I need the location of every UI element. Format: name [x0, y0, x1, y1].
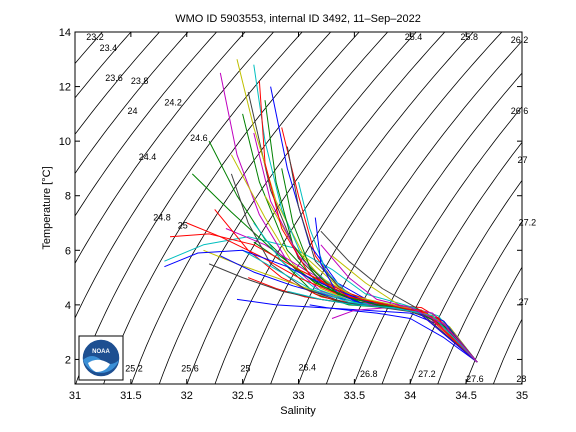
svg-text:NOAA: NOAA [92, 349, 110, 355]
density-label: 25.8 [461, 32, 479, 42]
density-label: 26.2 [511, 35, 529, 45]
profile-line [320, 244, 478, 363]
x-axis-label: Salinity [280, 405, 316, 417]
density-label: 23.4 [100, 43, 118, 53]
density-contour [75, 32, 132, 99]
density-contour [298, 40, 522, 384]
chart-title: WMO ID 5903553, internal ID 3492, 11–Sep… [175, 13, 421, 25]
density-contour [353, 106, 522, 384]
y-tick-label: 8 [65, 191, 71, 203]
density-label: 26.4 [299, 362, 317, 372]
profile-line [287, 290, 478, 363]
density-label: 24.2 [164, 98, 182, 108]
y-axis-label: Temperature [°C] [41, 166, 53, 249]
density-label: 25.6 [181, 364, 199, 374]
density-label: 27 [518, 155, 528, 165]
density-contour [214, 32, 446, 384]
density-contour [75, 32, 303, 384]
density-label: 24.8 [153, 212, 171, 222]
noaa-logo: NOAA [78, 335, 124, 381]
y-tick-label: 6 [65, 245, 71, 257]
density-label: 23.8 [131, 76, 149, 86]
density-contour [75, 32, 246, 265]
density-label: 25.4 [405, 32, 423, 42]
density-label: 25 [178, 221, 188, 231]
density-contours [0, 5, 522, 401]
density-contour [0, 5, 70, 401]
density-contour [75, 32, 161, 135]
x-axis-ticks: 31 31.5 32 32.5 33 33.5 34 34.5 35 [69, 32, 528, 402]
density-label: 27.2 [418, 369, 436, 379]
density-label: 27.2 [519, 218, 537, 228]
density-label: 26.8 [360, 369, 378, 379]
y-tick-label: 10 [59, 136, 71, 148]
density-contour [409, 179, 522, 384]
density-label: 23.6 [105, 73, 123, 83]
density-contour [186, 32, 417, 384]
density-label: 28 [516, 374, 526, 384]
density-labels: 23.223.4 23.6 23.8 24 24.2 24.4 24.6 24.8 25 25.4… [86, 32, 536, 384]
profile-line [258, 81, 478, 363]
density-contour [270, 32, 503, 384]
y-tick-label: 2 [65, 354, 71, 366]
profile-lines [164, 59, 478, 363]
density-contour [75, 32, 189, 175]
density-label: 26.6 [511, 106, 529, 116]
density-contour [131, 32, 360, 384]
x-tick-label: 33 [292, 390, 304, 402]
density-contour [158, 32, 389, 384]
density-contour [103, 32, 332, 384]
density-contour [381, 141, 522, 384]
density-contour [492, 318, 522, 384]
density-contour [437, 220, 522, 384]
x-tick-label: 31 [69, 390, 81, 402]
density-label: 24.6 [190, 133, 208, 143]
y-tick-label: 12 [59, 82, 71, 94]
y-tick-label: 14 [59, 27, 71, 39]
density-label: 23.2 [86, 32, 104, 42]
density-contour [465, 266, 522, 384]
x-tick-label: 33.5 [344, 390, 365, 402]
x-tick-label: 35 [516, 390, 528, 402]
x-tick-label: 32.5 [232, 390, 253, 402]
density-label: 27.6 [466, 374, 484, 384]
density-label: 25 [240, 364, 250, 374]
density-label: 24 [128, 106, 138, 116]
profile-line [281, 168, 478, 363]
x-tick-label: 31.5 [120, 390, 141, 402]
density-contour [325, 72, 522, 384]
x-tick-label: 34 [404, 390, 416, 402]
y-tick-label: 4 [65, 300, 71, 312]
density-label: 24.4 [139, 152, 157, 162]
density-contour [242, 32, 474, 384]
density-contour [520, 380, 522, 384]
density-label: 25.2 [125, 364, 143, 374]
x-tick-label: 34.5 [455, 390, 476, 402]
density-label: 27 [519, 297, 529, 307]
x-tick-label: 32 [181, 390, 193, 402]
density-contour [75, 32, 218, 217]
